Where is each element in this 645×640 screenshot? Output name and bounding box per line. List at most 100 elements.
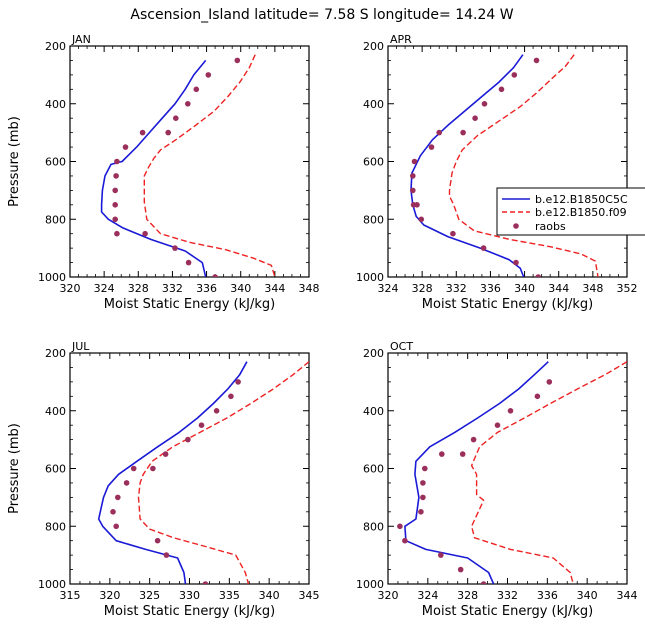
raobs-point <box>139 129 146 136</box>
y-tick-label: 400 <box>45 98 66 111</box>
raobs-point <box>411 158 418 165</box>
raobs-point <box>513 259 519 266</box>
legend-label-model-b: b.e12.B1850.f09 <box>535 206 627 219</box>
x-tick-label: 332 <box>497 589 518 602</box>
y-axis-label: Pressure (mb) <box>7 116 22 207</box>
y-tick-label: 600 <box>45 463 66 476</box>
series-line-model-b <box>143 54 276 277</box>
y-tick-label: 600 <box>363 156 384 169</box>
x-axis-label: Moist Static Energy (kJ/kg) <box>104 604 275 619</box>
raobs-point <box>402 537 408 544</box>
y-tick-label: 800 <box>45 213 66 226</box>
series-line-model-b <box>470 361 627 584</box>
series-line-model-a <box>100 59 207 277</box>
legend-label-raobs: raobs <box>535 220 566 233</box>
x-tick-label: 340 <box>577 589 598 602</box>
x-tick-label: 328 <box>412 282 433 295</box>
x-axis-label: Moist Static Energy (kJ/kg) <box>104 297 275 312</box>
x-tick-label: 336 <box>537 589 558 602</box>
raobs-point <box>213 408 220 414</box>
panel-oct: OCT 320 324 328 332 336 340 344 200 400 600 800 1000… <box>356 340 638 619</box>
x-axis-label: Moist Static Energy (kJ/kg) <box>422 604 593 619</box>
x-tick-label: 328 <box>457 589 478 602</box>
y-tick-label: 800 <box>363 520 384 533</box>
raobs-point <box>115 494 121 501</box>
y-tick-label: 600 <box>363 463 384 476</box>
raobs-point <box>460 129 466 136</box>
raobs-point <box>234 57 241 64</box>
raobs-point <box>110 509 116 515</box>
y-tick-label: 800 <box>45 520 66 533</box>
raobs-point <box>420 494 426 501</box>
y-tick-label: 200 <box>45 347 66 360</box>
raobs-point <box>112 202 118 208</box>
x-tick-label: 315 <box>60 589 81 602</box>
raobs-point <box>212 274 218 277</box>
y-tick-label: 1000 <box>356 578 384 591</box>
raobs-point <box>185 436 191 443</box>
legend: b.e12.B1850C5C b.e12.B1850.f09 raobs <box>496 187 645 236</box>
raobs-point <box>198 422 205 429</box>
plot-frame <box>69 352 310 585</box>
raobs-point <box>122 144 129 150</box>
x-tick-label: 335 <box>219 589 240 602</box>
x-tick-label: 328 <box>128 282 149 295</box>
raobs-point <box>470 436 477 443</box>
plot-frame <box>387 45 628 278</box>
x-tick-label: 336 <box>480 282 501 295</box>
raobs-point <box>193 86 200 93</box>
raobs-point <box>114 158 120 165</box>
raobs-point <box>436 129 443 136</box>
y-tick-label: 1000 <box>38 578 66 591</box>
raobs-point <box>511 72 518 78</box>
panel-label: JAN <box>71 33 91 46</box>
raobs-point <box>420 480 426 486</box>
x-tick-label: 336 <box>196 282 217 295</box>
x-tick-label: 320 <box>378 589 399 602</box>
legend-swatch-marker <box>513 223 519 229</box>
raobs-point <box>113 523 119 530</box>
y-axis-label: Pressure (mb) <box>7 423 22 514</box>
x-tick-label: 345 <box>299 589 320 602</box>
raobs-point <box>150 465 156 472</box>
y-tick-label: 200 <box>363 347 384 360</box>
raobs-point <box>546 379 553 385</box>
y-tick-label: 400 <box>363 405 384 418</box>
y-tick-label: 1000 <box>38 271 66 284</box>
x-tick-label: 344 <box>617 589 638 602</box>
legend-item-model-b: b.e12.B1850.f09 <box>502 206 627 219</box>
x-tick-label: 330 <box>179 589 200 602</box>
raobs-point <box>114 230 120 237</box>
raobs-point <box>112 216 118 223</box>
raobs-point <box>480 581 487 584</box>
raobs-point <box>414 202 420 208</box>
x-tick-label: 344 <box>548 282 569 295</box>
x-tick-label: 324 <box>417 589 438 602</box>
x-tick-label: 340 <box>230 282 251 295</box>
x-tick-label: 324 <box>378 282 399 295</box>
panel-label: APR <box>390 33 412 46</box>
raobs-point <box>228 393 234 400</box>
raobs-point <box>535 274 541 277</box>
raobs-point <box>162 451 169 457</box>
y-tick-label: 800 <box>363 213 384 226</box>
raobs-point <box>457 566 464 573</box>
x-tick-label: 320 <box>60 282 81 295</box>
raobs-point <box>507 408 514 414</box>
series-line-model-a <box>404 361 549 584</box>
raobs-point <box>410 187 416 194</box>
raobs-point <box>534 393 541 400</box>
raobs-point <box>154 537 161 544</box>
x-tick-label: 352 <box>617 282 638 295</box>
raobs-point <box>123 480 130 486</box>
raobs-point <box>173 115 179 121</box>
x-tick-label: 324 <box>94 282 115 295</box>
raobs-point <box>130 465 137 472</box>
panel-label: JUL <box>71 340 90 353</box>
x-tick-label: 332 <box>446 282 467 295</box>
raobs-point <box>235 379 241 385</box>
y-tick-label: 600 <box>45 156 66 169</box>
raobs-point <box>533 57 540 64</box>
raobs-point <box>410 173 416 179</box>
raobs-point <box>142 230 148 237</box>
